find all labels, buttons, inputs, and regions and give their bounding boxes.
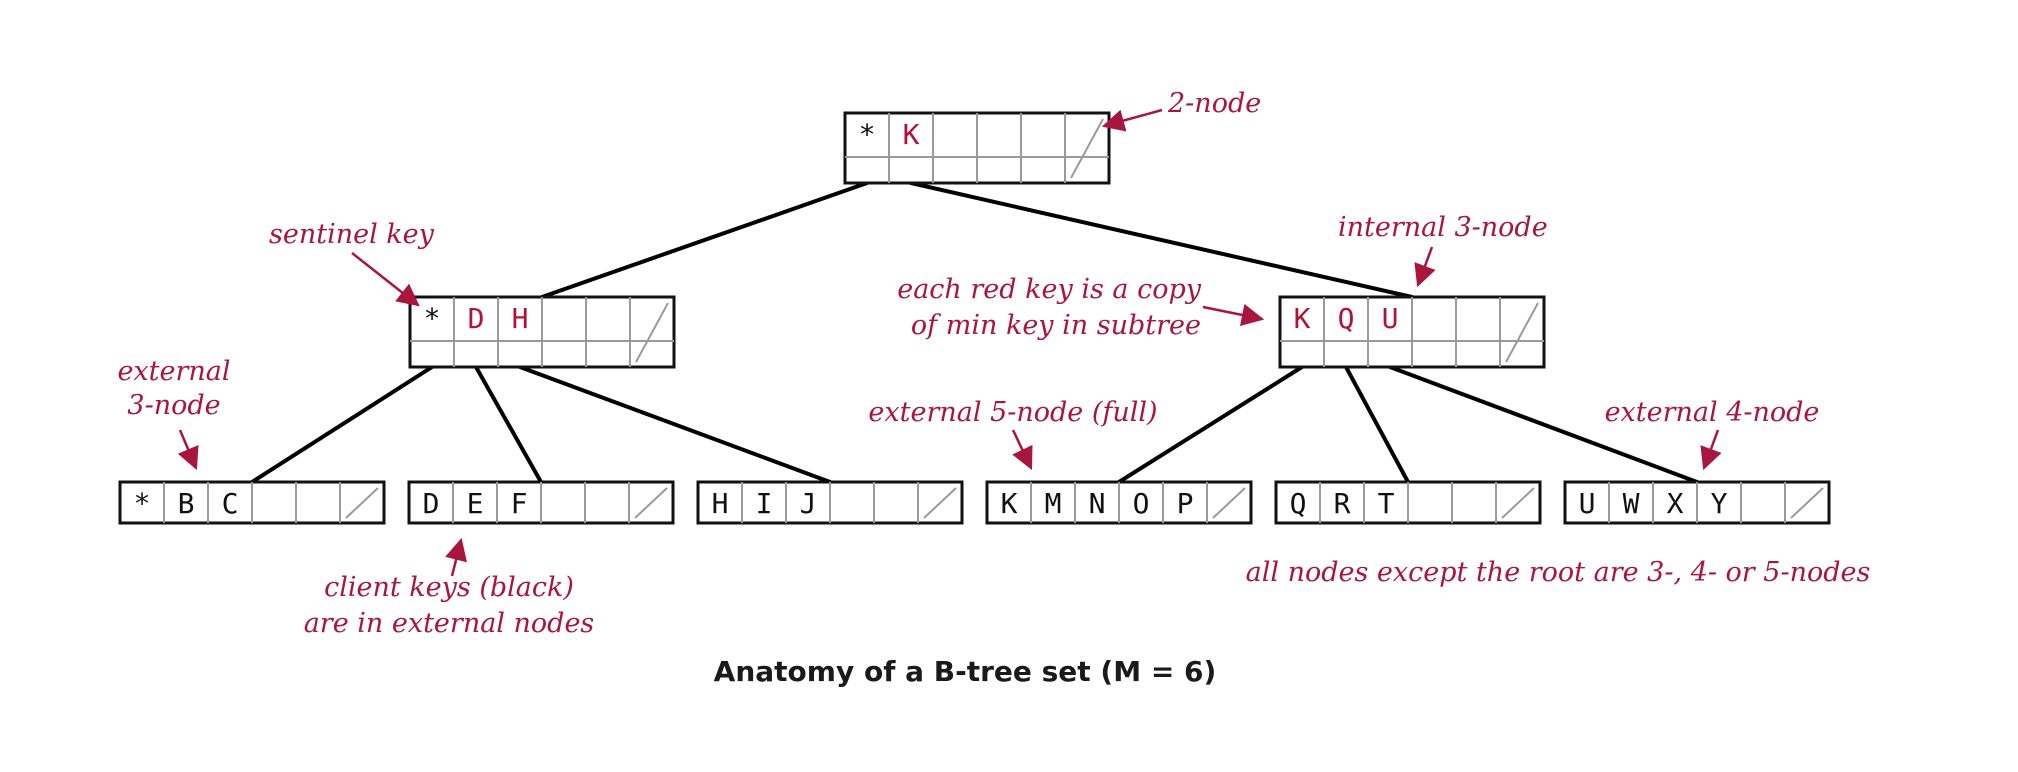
- black-key: T: [1378, 487, 1395, 520]
- note-external-4-node: external 4-node: [1605, 397, 1820, 428]
- overflow-cell-slash: [1070, 118, 1104, 179]
- annotation-arrows: [177, 108, 1722, 577]
- arrow-external-3-node: [177, 429, 199, 471]
- tree-edge: [1344, 365, 1410, 484]
- black-key: E: [467, 487, 484, 520]
- black-key: W: [1623, 487, 1640, 520]
- black-key: B: [178, 487, 195, 520]
- tree-edge: [1388, 365, 1699, 484]
- black-key: *: [859, 118, 876, 151]
- note-external-3-node-line2: 3-node: [127, 390, 220, 421]
- black-key: P: [1177, 487, 1194, 520]
- note-all-nodes: all nodes except the root are 3-, 4- or …: [1246, 557, 1871, 588]
- black-key: H: [712, 487, 729, 520]
- arrow-red-key: [1202, 303, 1265, 326]
- note-2-node: 2-node: [1167, 88, 1261, 119]
- black-key: Q: [1290, 487, 1307, 520]
- tree-edge: [540, 181, 869, 299]
- note-red-key-line1: each red key is a copy: [897, 274, 1202, 305]
- annotations: 2-node sentinel key internal 3-node each…: [117, 88, 1870, 639]
- black-key: F: [511, 487, 528, 520]
- black-key: C: [222, 487, 239, 520]
- tree-edge: [250, 365, 434, 484]
- tree-edge: [1117, 365, 1304, 484]
- black-key: M: [1045, 487, 1062, 520]
- arrow-client-keys: [445, 537, 468, 577]
- note-internal-3-node: internal 3-node: [1338, 212, 1548, 243]
- black-key: *: [134, 487, 151, 520]
- overflow-cell-slash: [635, 302, 669, 363]
- overflow-cell-slash: [1505, 302, 1539, 363]
- red-key: D: [468, 302, 485, 335]
- black-key: O: [1133, 487, 1150, 520]
- note-red-key-line2: of min key in subtree: [911, 310, 1201, 341]
- btree-node-root: * K: [843, 111, 1111, 185]
- arrow-sentinel-key: [351, 252, 420, 307]
- note-external-5-node: external 5-node (full): [868, 397, 1157, 428]
- note-external-3-node-line1: external: [117, 356, 230, 387]
- overflow-cell-slash: [1212, 487, 1246, 519]
- tree-edges: [250, 181, 1699, 484]
- black-key: *: [424, 302, 441, 335]
- overflow-cell-slash: [1501, 487, 1535, 519]
- tree-edge: [474, 365, 543, 484]
- arrow-external-5-node: [1011, 429, 1033, 471]
- arrow-2-node: [1101, 108, 1163, 132]
- overflow-cell-slash: [1790, 487, 1824, 519]
- diagram-caption: Anatomy of a B-tree set (M = 6): [714, 655, 1217, 688]
- black-key: X: [1667, 487, 1684, 520]
- black-key: U: [1579, 487, 1596, 520]
- red-key: K: [903, 118, 920, 151]
- note-sentinel-key: sentinel key: [269, 219, 435, 250]
- arrow-external-4-node: [1700, 429, 1722, 471]
- black-key: I: [756, 487, 773, 520]
- overflow-cell-slash: [345, 487, 379, 519]
- red-key: Q: [1338, 302, 1355, 335]
- black-key: Y: [1711, 487, 1728, 520]
- note-client-keys-line2: are in external nodes: [304, 608, 595, 639]
- tree-nodes: * K* D H K Q U* B C D E F H I J K M N O P Q R T U W X Y: [118, 111, 1831, 525]
- overflow-cell-slash: [923, 487, 957, 519]
- red-key: K: [1294, 302, 1311, 335]
- black-key: J: [800, 487, 817, 520]
- btree-node-leaf-1: * B C: [118, 480, 386, 525]
- red-key: U: [1382, 302, 1399, 335]
- black-key: K: [1001, 487, 1018, 520]
- btree-node-internal-left: * D H: [408, 295, 676, 369]
- note-client-keys-line1: client keys (black): [324, 572, 574, 603]
- black-key: D: [423, 487, 440, 520]
- overflow-cell-slash: [634, 487, 668, 519]
- arrow-internal-3-node: [1414, 246, 1436, 288]
- black-key: R: [1334, 487, 1351, 520]
- black-key: N: [1089, 487, 1106, 520]
- tree-edge: [909, 181, 1414, 299]
- red-key: H: [512, 302, 529, 335]
- tree-edge: [518, 365, 832, 484]
